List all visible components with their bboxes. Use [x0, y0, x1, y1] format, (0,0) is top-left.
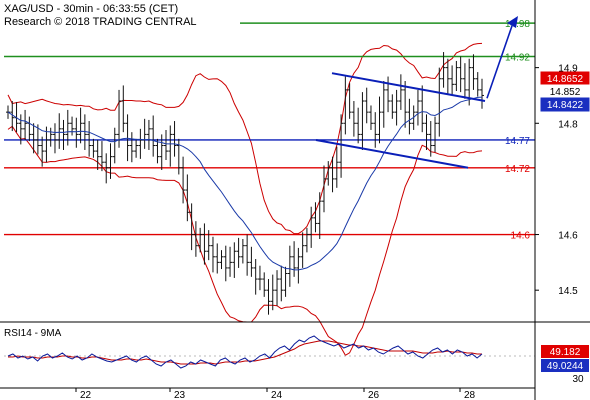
projection-arrow-line	[486, 25, 513, 99]
price-levels: 14.98 14.92 14.77 14.72 14.6	[4, 19, 535, 242]
moving-average-line	[7, 96, 483, 271]
rsi-badge	[541, 359, 589, 372]
upper-flag-line	[331, 72, 486, 103]
time-tick-label: 23	[174, 390, 186, 400]
rsi-badge-label: 49.182	[550, 347, 581, 358]
price-badge	[540, 97, 590, 112]
level-label: 14.98	[505, 19, 530, 30]
price-badges: 14.8652 14.852 14.8422	[540, 71, 590, 112]
price-tick-label: 14.6	[558, 231, 578, 242]
rsi-tick-label: 30	[572, 374, 584, 385]
time-tick-label: 24	[271, 390, 283, 400]
time-tick-label: 22	[80, 390, 92, 400]
level-label: 14.92	[505, 53, 530, 64]
time-tick-label: 26	[368, 390, 380, 400]
ohlc-bars	[6, 52, 484, 315]
price-badge-label: 14.852	[550, 87, 581, 98]
level-label: 14.6	[511, 231, 531, 242]
projection-arrow-head	[507, 16, 518, 28]
time-tick-label: 28	[464, 390, 476, 400]
rsi-badge	[541, 345, 589, 358]
axes: 14.5 14.6 14.8 14.9 22 23 24 26 28	[0, 0, 578, 400]
price-tick-label: 14.9	[558, 64, 578, 75]
price-badge-label: 14.8652	[547, 74, 584, 85]
header-line2: Research © 2018 TRADING CENTRAL	[4, 16, 197, 28]
trendlines	[315, 16, 518, 169]
moving-average	[7, 96, 483, 271]
rsi-badge-label: 49.0244	[547, 361, 584, 372]
rsi-title: RSI14 - 9MA	[4, 328, 62, 339]
rsi-line	[7, 335, 483, 369]
level-label: 14.72	[505, 164, 530, 175]
level-label: 14.77	[505, 136, 530, 147]
price-tick-label: 14.8	[558, 119, 578, 130]
rsi-panel: RSI14 - 9MA 30 49.182 49.0244	[0, 321, 590, 385]
price-tick-label: 14.5	[558, 286, 578, 297]
price-badge-label: 14.8422	[547, 100, 584, 111]
header-line1: XAG/USD - 30min - 06:33:55 (CET)	[4, 3, 178, 15]
lower-flag-line	[315, 138, 469, 169]
